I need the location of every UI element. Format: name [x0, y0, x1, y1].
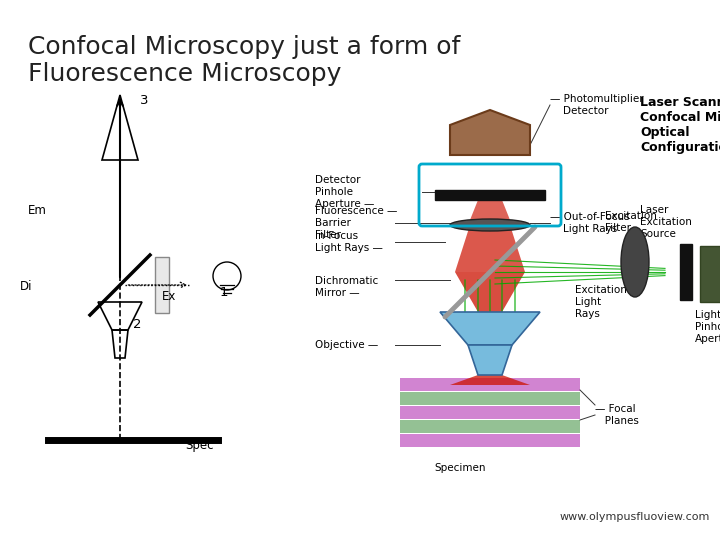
Text: Di: Di: [20, 280, 32, 294]
Text: — Out-of-Focus
    Light Rays: — Out-of-Focus Light Rays: [550, 212, 629, 234]
Bar: [400, 392, 580, 405]
Text: Ex: Ex: [162, 291, 176, 303]
Ellipse shape: [621, 227, 649, 297]
Text: Dichromatic
Mirror —: Dichromatic Mirror —: [315, 276, 378, 298]
Text: — Photomultiplier
    Detector: — Photomultiplier Detector: [550, 94, 644, 116]
Polygon shape: [450, 110, 530, 155]
Polygon shape: [455, 225, 525, 272]
Bar: [400, 420, 580, 433]
Text: Light Source
Pinhole
Aperture: Light Source Pinhole Aperture: [695, 310, 720, 343]
Text: Fluorescence Microscopy: Fluorescence Microscopy: [28, 62, 341, 86]
Polygon shape: [470, 195, 510, 220]
Text: — Focal
   Planes: — Focal Planes: [595, 404, 639, 426]
Text: Em: Em: [28, 204, 47, 217]
Polygon shape: [468, 345, 512, 375]
Bar: [155, 257, 169, 313]
Polygon shape: [455, 272, 525, 312]
Bar: [400, 378, 580, 391]
Text: www.olympusfluoview.com: www.olympusfluoview.com: [559, 512, 710, 522]
Text: Excitation
Filter: Excitation Filter: [605, 211, 657, 233]
Bar: [435, 190, 545, 200]
Text: Laser Scanning
Confocal Microscope
Optical
Configuration: Laser Scanning Confocal Microscope Optic…: [640, 96, 720, 154]
Bar: [680, 244, 692, 300]
Text: Excitation
Light
Rays: Excitation Light Rays: [575, 286, 627, 319]
Bar: [400, 406, 580, 419]
Text: Spec: Spec: [185, 438, 214, 451]
Bar: [700, 246, 720, 302]
Text: Objective —: Objective —: [315, 340, 378, 350]
Text: In-Focus
Light Rays —: In-Focus Light Rays —: [315, 231, 383, 253]
Text: Confocal Microscopy just a form of: Confocal Microscopy just a form of: [28, 35, 460, 59]
Bar: [400, 434, 580, 447]
Polygon shape: [440, 312, 540, 345]
Ellipse shape: [450, 219, 530, 231]
Text: Fluorescence —
Barrier
Filter: Fluorescence — Barrier Filter: [315, 206, 397, 240]
Text: Detector
Pinhole
Aperture —: Detector Pinhole Aperture —: [315, 176, 374, 208]
Text: 1: 1: [220, 286, 228, 299]
Text: 3: 3: [140, 93, 148, 106]
Text: Laser
Excitation
Source: Laser Excitation Source: [640, 205, 692, 239]
Text: 2: 2: [133, 319, 142, 332]
Text: Specimen: Specimen: [434, 463, 486, 473]
Polygon shape: [450, 375, 530, 385]
